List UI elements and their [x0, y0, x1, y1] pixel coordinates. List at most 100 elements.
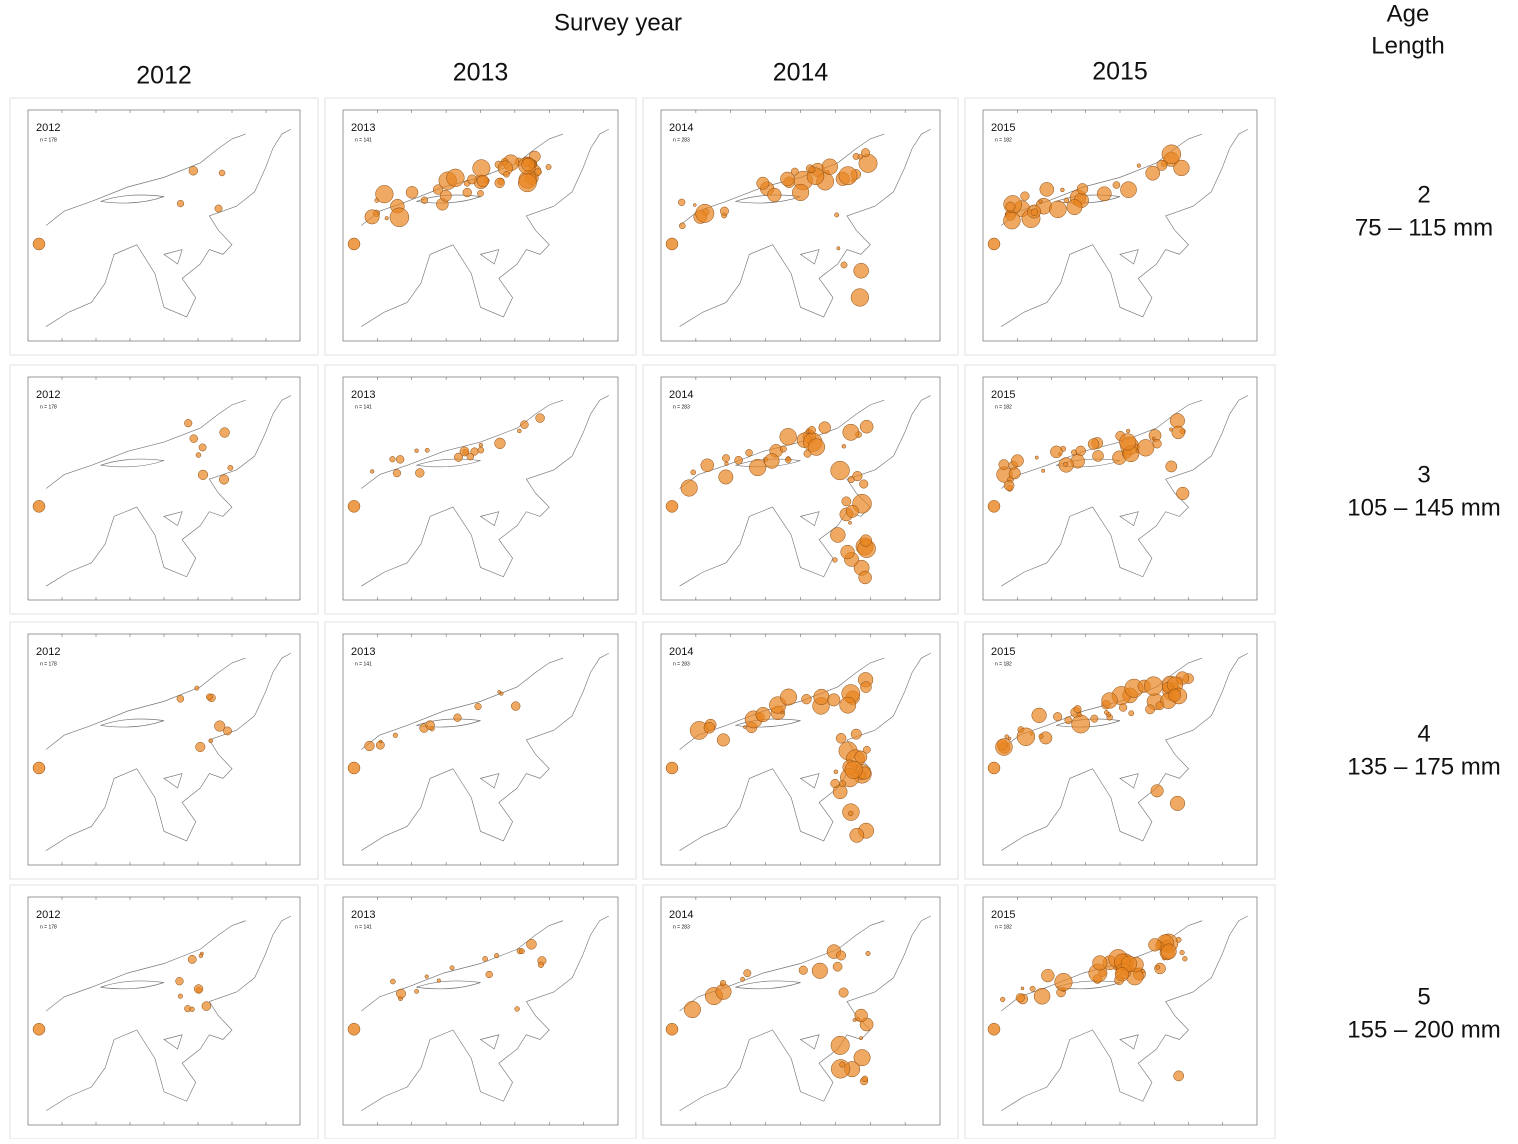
bubble — [798, 965, 808, 975]
bubble — [764, 453, 780, 469]
bubble — [1020, 191, 1030, 201]
bubble — [849, 827, 865, 843]
panel-n: n = 141 — [355, 661, 372, 667]
bubble — [719, 980, 727, 987]
panel-year: 2013 — [351, 122, 375, 134]
bubble — [835, 733, 847, 744]
panel-n: n = 141 — [355, 404, 372, 410]
bubble — [853, 1049, 871, 1067]
bubble — [998, 459, 1010, 470]
panel-year: 2013 — [351, 389, 375, 401]
bubble — [176, 695, 185, 703]
bubble — [189, 1006, 195, 1012]
bubble — [1049, 200, 1067, 219]
bubble — [821, 158, 838, 175]
legend-bubble — [32, 500, 46, 513]
row-age: 5 — [1417, 983, 1430, 1010]
bubble — [839, 696, 857, 714]
bubble — [722, 454, 730, 463]
map-panel: 2013 n = 141 — [324, 364, 637, 615]
bubble — [1160, 943, 1177, 960]
bubble — [807, 438, 826, 456]
bubble — [494, 177, 505, 188]
map-panel: 2014 n = 283 — [642, 621, 959, 880]
panel-border — [964, 621, 1276, 880]
bubble — [1038, 733, 1044, 739]
bubble — [1039, 182, 1055, 197]
coastline — [361, 395, 609, 587]
bubble — [830, 460, 850, 481]
bubble — [1092, 450, 1104, 462]
bubble — [854, 750, 868, 764]
bubble — [841, 496, 852, 507]
bubble — [1126, 428, 1131, 434]
bubble — [453, 713, 462, 722]
coastline — [45, 128, 292, 327]
bubble — [1173, 1070, 1185, 1082]
bubble — [537, 961, 545, 968]
bubble — [514, 1006, 520, 1012]
coastline — [45, 395, 292, 587]
bubble — [439, 189, 452, 202]
row-age: 4 — [1417, 720, 1430, 747]
bubble — [494, 953, 500, 959]
bubble — [208, 738, 214, 744]
panel-border — [9, 621, 319, 880]
bubble — [1148, 938, 1162, 952]
bubble — [477, 190, 484, 197]
panel-border — [324, 884, 637, 1140]
panel-n: n = 182 — [995, 137, 1012, 143]
legend-bubble — [32, 1022, 46, 1036]
bubble — [852, 471, 863, 482]
bubble — [755, 707, 771, 723]
row-length: 135 – 175 mm — [1347, 753, 1500, 780]
bubble — [840, 544, 855, 560]
bubble — [833, 769, 839, 775]
bubble — [1050, 445, 1063, 459]
bubble — [467, 174, 477, 185]
bubble — [1137, 439, 1155, 457]
bubble — [1135, 449, 1140, 454]
bubble — [743, 969, 752, 978]
bubble — [214, 720, 226, 732]
bubble — [830, 1035, 850, 1055]
bubble — [1104, 710, 1109, 715]
bubble — [379, 739, 383, 744]
bubble — [865, 950, 871, 956]
legend-bubble — [347, 761, 361, 775]
bubble — [1176, 486, 1190, 501]
bubble — [195, 741, 206, 752]
bubble — [832, 557, 838, 563]
bubble — [389, 456, 396, 463]
bubble — [1077, 712, 1082, 718]
panel-year: 2015 — [991, 646, 1015, 658]
bubble — [1041, 468, 1046, 473]
panel-n: n = 182 — [995, 661, 1012, 667]
bubble — [1114, 967, 1130, 982]
bubble — [518, 948, 525, 955]
bubble — [1007, 736, 1012, 741]
bubble — [1120, 181, 1137, 198]
bubble — [478, 442, 483, 448]
bubble — [517, 428, 522, 434]
bubble — [1155, 965, 1161, 970]
legend-bubble — [347, 237, 361, 251]
bubble — [1143, 676, 1164, 696]
panel-year: 2014 — [669, 122, 693, 134]
panel-year: 2014 — [669, 909, 693, 921]
bubble — [534, 168, 542, 176]
bubble — [177, 993, 183, 999]
panel-border — [324, 364, 637, 615]
panel-n: n = 283 — [673, 661, 690, 667]
bubble — [1167, 688, 1181, 702]
bubble — [841, 444, 847, 449]
bubble — [1020, 986, 1025, 991]
bubble — [844, 760, 863, 779]
bubble — [780, 710, 784, 715]
bubble — [1033, 987, 1051, 1005]
bubble — [415, 468, 425, 478]
bubble — [521, 158, 535, 172]
bubble — [375, 185, 394, 204]
bubble — [811, 962, 828, 979]
bubble — [462, 187, 472, 198]
